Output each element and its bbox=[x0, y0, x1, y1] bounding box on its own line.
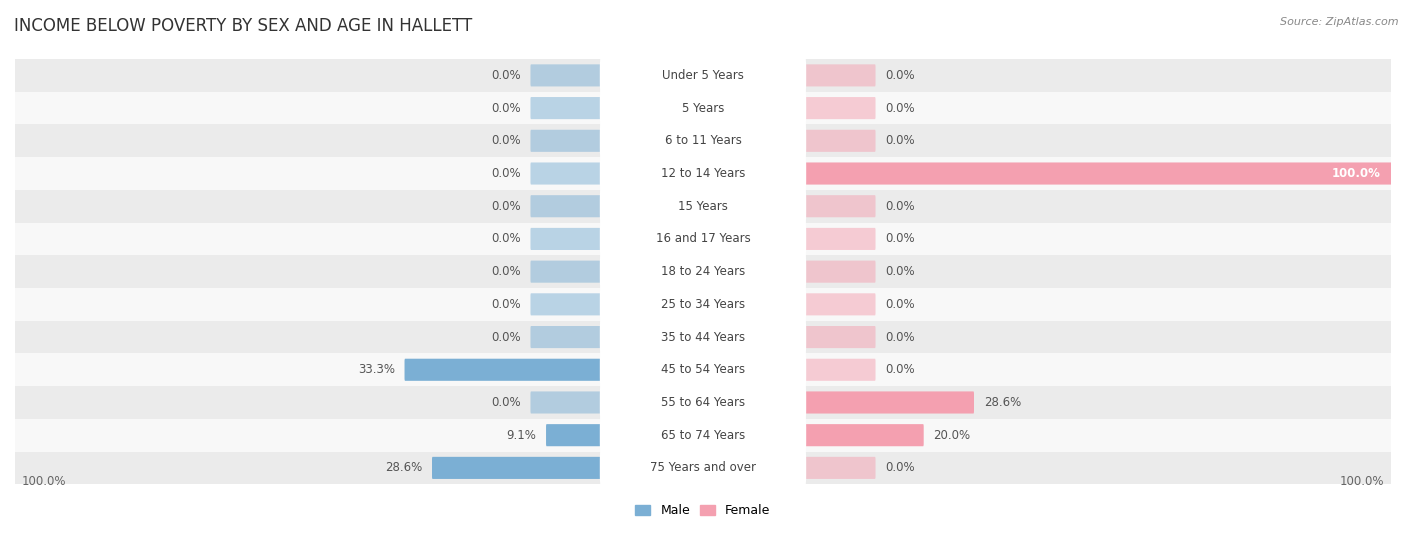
FancyBboxPatch shape bbox=[806, 293, 876, 315]
Text: 6 to 11 Years: 6 to 11 Years bbox=[665, 134, 741, 148]
Text: 100.0%: 100.0% bbox=[1340, 475, 1384, 488]
Text: 45 to 54 Years: 45 to 54 Years bbox=[661, 363, 745, 376]
FancyBboxPatch shape bbox=[806, 260, 876, 283]
Legend: Male, Female: Male, Female bbox=[630, 499, 776, 522]
Text: 0.0%: 0.0% bbox=[886, 134, 915, 148]
Text: 18 to 24 Years: 18 to 24 Years bbox=[661, 265, 745, 278]
FancyBboxPatch shape bbox=[15, 59, 1391, 92]
FancyBboxPatch shape bbox=[546, 424, 600, 446]
FancyBboxPatch shape bbox=[15, 157, 1391, 190]
Text: 0.0%: 0.0% bbox=[886, 363, 915, 376]
Text: 0.0%: 0.0% bbox=[886, 200, 915, 213]
Text: 0.0%: 0.0% bbox=[491, 330, 520, 344]
FancyBboxPatch shape bbox=[600, 117, 806, 164]
FancyBboxPatch shape bbox=[600, 84, 806, 132]
Text: 28.6%: 28.6% bbox=[385, 461, 422, 475]
FancyBboxPatch shape bbox=[600, 183, 806, 230]
FancyBboxPatch shape bbox=[600, 346, 806, 394]
Text: 15 Years: 15 Years bbox=[678, 200, 728, 213]
FancyBboxPatch shape bbox=[15, 452, 1391, 484]
Text: 0.0%: 0.0% bbox=[886, 298, 915, 311]
FancyBboxPatch shape bbox=[15, 92, 1391, 125]
FancyBboxPatch shape bbox=[15, 353, 1391, 386]
Text: 0.0%: 0.0% bbox=[491, 298, 520, 311]
FancyBboxPatch shape bbox=[806, 163, 1392, 184]
FancyBboxPatch shape bbox=[806, 195, 876, 217]
FancyBboxPatch shape bbox=[15, 255, 1391, 288]
FancyBboxPatch shape bbox=[530, 163, 600, 184]
FancyBboxPatch shape bbox=[806, 391, 974, 414]
Text: 0.0%: 0.0% bbox=[491, 265, 520, 278]
Text: 0.0%: 0.0% bbox=[491, 167, 520, 180]
Text: 0.0%: 0.0% bbox=[491, 102, 520, 115]
FancyBboxPatch shape bbox=[600, 215, 806, 263]
Text: 100.0%: 100.0% bbox=[22, 475, 66, 488]
FancyBboxPatch shape bbox=[806, 424, 924, 446]
FancyBboxPatch shape bbox=[806, 97, 876, 119]
FancyBboxPatch shape bbox=[806, 64, 876, 87]
FancyBboxPatch shape bbox=[432, 457, 600, 479]
Text: 0.0%: 0.0% bbox=[491, 134, 520, 148]
FancyBboxPatch shape bbox=[600, 52, 806, 99]
FancyBboxPatch shape bbox=[806, 457, 876, 479]
FancyBboxPatch shape bbox=[530, 391, 600, 414]
FancyBboxPatch shape bbox=[530, 195, 600, 217]
FancyBboxPatch shape bbox=[405, 359, 600, 381]
Text: 0.0%: 0.0% bbox=[886, 265, 915, 278]
Text: Source: ZipAtlas.com: Source: ZipAtlas.com bbox=[1281, 17, 1399, 27]
FancyBboxPatch shape bbox=[600, 248, 806, 295]
FancyBboxPatch shape bbox=[806, 326, 876, 348]
FancyBboxPatch shape bbox=[15, 222, 1391, 255]
FancyBboxPatch shape bbox=[15, 419, 1391, 452]
FancyBboxPatch shape bbox=[600, 411, 806, 459]
FancyBboxPatch shape bbox=[600, 444, 806, 491]
Text: 35 to 44 Years: 35 to 44 Years bbox=[661, 330, 745, 344]
Text: 100.0%: 100.0% bbox=[1331, 167, 1381, 180]
Text: 0.0%: 0.0% bbox=[491, 396, 520, 409]
FancyBboxPatch shape bbox=[15, 125, 1391, 157]
Text: 0.0%: 0.0% bbox=[886, 233, 915, 245]
Text: 5 Years: 5 Years bbox=[682, 102, 724, 115]
FancyBboxPatch shape bbox=[530, 326, 600, 348]
Text: 55 to 64 Years: 55 to 64 Years bbox=[661, 396, 745, 409]
FancyBboxPatch shape bbox=[600, 281, 806, 328]
Text: 0.0%: 0.0% bbox=[491, 69, 520, 82]
FancyBboxPatch shape bbox=[15, 321, 1391, 353]
Text: 75 Years and over: 75 Years and over bbox=[650, 461, 756, 475]
Text: 65 to 74 Years: 65 to 74 Years bbox=[661, 429, 745, 442]
Text: 0.0%: 0.0% bbox=[886, 102, 915, 115]
Text: 33.3%: 33.3% bbox=[357, 363, 395, 376]
FancyBboxPatch shape bbox=[600, 379, 806, 426]
Text: 0.0%: 0.0% bbox=[886, 69, 915, 82]
Text: 0.0%: 0.0% bbox=[886, 330, 915, 344]
FancyBboxPatch shape bbox=[530, 228, 600, 250]
Text: Under 5 Years: Under 5 Years bbox=[662, 69, 744, 82]
FancyBboxPatch shape bbox=[600, 150, 806, 197]
FancyBboxPatch shape bbox=[530, 64, 600, 87]
Text: 0.0%: 0.0% bbox=[886, 461, 915, 475]
Text: 25 to 34 Years: 25 to 34 Years bbox=[661, 298, 745, 311]
FancyBboxPatch shape bbox=[530, 97, 600, 119]
Text: 0.0%: 0.0% bbox=[491, 200, 520, 213]
FancyBboxPatch shape bbox=[806, 359, 876, 381]
Text: 20.0%: 20.0% bbox=[934, 429, 970, 442]
FancyBboxPatch shape bbox=[15, 288, 1391, 321]
Text: 28.6%: 28.6% bbox=[984, 396, 1021, 409]
Text: 12 to 14 Years: 12 to 14 Years bbox=[661, 167, 745, 180]
Text: 9.1%: 9.1% bbox=[506, 429, 536, 442]
FancyBboxPatch shape bbox=[806, 130, 876, 152]
Text: INCOME BELOW POVERTY BY SEX AND AGE IN HALLETT: INCOME BELOW POVERTY BY SEX AND AGE IN H… bbox=[14, 17, 472, 35]
Text: 0.0%: 0.0% bbox=[491, 233, 520, 245]
Text: 16 and 17 Years: 16 and 17 Years bbox=[655, 233, 751, 245]
FancyBboxPatch shape bbox=[600, 314, 806, 361]
FancyBboxPatch shape bbox=[15, 386, 1391, 419]
FancyBboxPatch shape bbox=[530, 130, 600, 152]
FancyBboxPatch shape bbox=[530, 260, 600, 283]
FancyBboxPatch shape bbox=[15, 190, 1391, 222]
FancyBboxPatch shape bbox=[530, 293, 600, 315]
FancyBboxPatch shape bbox=[806, 228, 876, 250]
